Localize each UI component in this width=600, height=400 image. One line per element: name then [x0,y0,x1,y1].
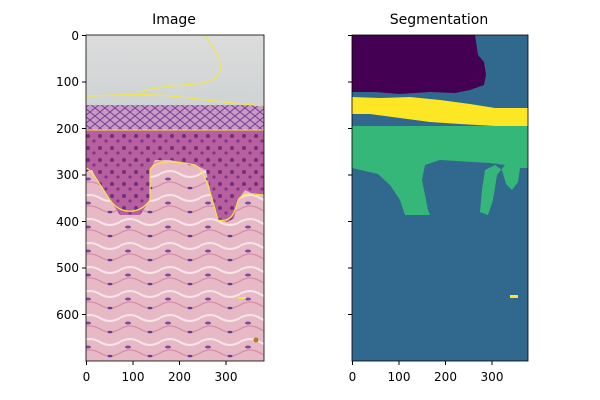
x-tick-label: 200 [434,370,457,384]
image-axes-frame [85,34,265,362]
y-tick-label: 200 [56,122,79,136]
y-tick-label: 600 [56,308,79,322]
y-tick-label: 400 [56,215,79,229]
x-tick-label: 0 [349,370,357,384]
histology-image [86,35,264,361]
segmentation-map [352,35,528,361]
y-tick-label: 0 [71,29,79,43]
image-y-axis: 0 100 200 300 400 500 600 [56,29,86,322]
y-tick-label: 300 [56,168,79,182]
image-x-axis: 0 100 200 300 [83,361,238,384]
x-tick-label: 0 [83,370,91,384]
segmentation-axes-frame [351,34,529,362]
panel-title-image: Image [152,12,196,28]
x-tick-label: 100 [122,370,145,384]
panel-title-segmentation: Segmentation [389,12,489,28]
segmentation-y-axis [348,35,352,315]
x-tick-label: 300 [215,370,238,384]
y-tick-label: 500 [56,261,79,275]
segmentation-x-axis: 0 100 200 300 [349,361,504,384]
y-tick-label: 100 [56,75,79,89]
x-tick-label: 100 [388,370,411,384]
x-tick-label: 300 [481,370,504,384]
x-tick-label: 200 [168,370,191,384]
